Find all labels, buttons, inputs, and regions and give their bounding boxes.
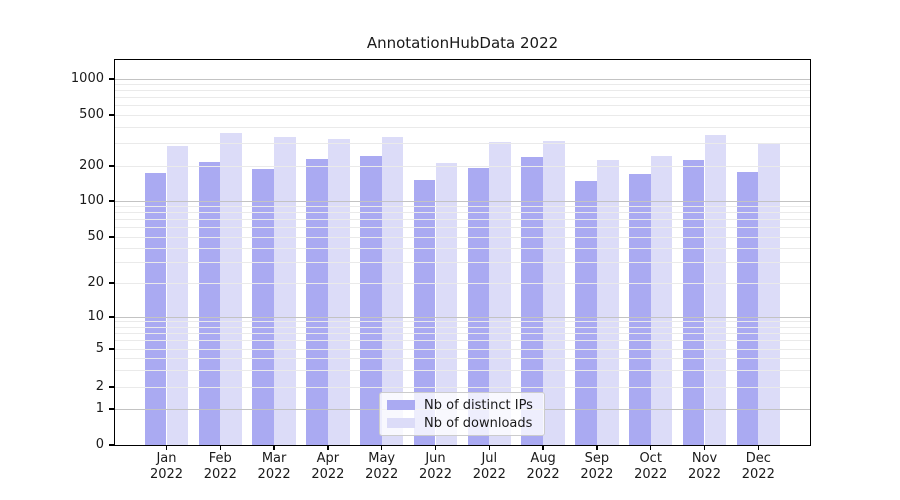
x-tick-mark bbox=[219, 445, 222, 450]
y-tick-mark bbox=[109, 386, 114, 388]
legend-label-downloads: Nb of downloads bbox=[424, 415, 533, 431]
x-tick-label: Mar 2022 bbox=[257, 451, 291, 482]
bar-downloads-jul bbox=[489, 141, 512, 445]
y-tick-label: 200 bbox=[79, 158, 104, 173]
x-tick-mark bbox=[165, 445, 168, 450]
y-tick-label: 20 bbox=[87, 275, 104, 290]
x-tick-label: Sep 2022 bbox=[580, 451, 614, 482]
x-tick-mark bbox=[649, 445, 652, 450]
legend-item-distinct-ips: Nb of distinct IPs bbox=[387, 398, 544, 413]
y-tick-mark bbox=[109, 200, 114, 202]
x-tick-label: Apr 2022 bbox=[311, 451, 345, 482]
x-tick-mark bbox=[327, 445, 329, 450]
y-tick-mark bbox=[109, 282, 114, 284]
bar-downloads-apr bbox=[327, 138, 350, 445]
y-tick-label: 100 bbox=[79, 193, 104, 208]
y-tick-label: 0 bbox=[95, 437, 104, 452]
y-tick-mark bbox=[109, 316, 114, 318]
bar-downloads-oct bbox=[650, 155, 673, 445]
bar-downloads-aug bbox=[543, 140, 565, 445]
bar-distinct-ips-sep bbox=[575, 180, 597, 445]
x-tick-mark bbox=[542, 445, 544, 450]
y-tick-mark bbox=[109, 444, 114, 446]
y-tick-mark bbox=[109, 114, 114, 116]
chart-title: AnnotationHubData 2022 bbox=[366, 34, 559, 52]
x-tick-mark bbox=[380, 445, 383, 450]
x-tick-mark bbox=[703, 445, 706, 450]
y-tick-label: 5 bbox=[95, 341, 104, 356]
x-tick-label: Dec 2022 bbox=[741, 451, 775, 482]
legend-swatch-distinct-ips bbox=[387, 400, 415, 410]
x-tick-label: May 2022 bbox=[365, 451, 399, 482]
y-tick-mark bbox=[109, 348, 114, 350]
bar-downloads-sep bbox=[596, 159, 619, 445]
y-tick-mark bbox=[109, 408, 114, 410]
x-tick-label: Jul 2022 bbox=[472, 451, 506, 482]
x-tick-label: Jun 2022 bbox=[418, 451, 453, 482]
legend-label-distinct-ips: Nb of distinct IPs bbox=[424, 397, 533, 413]
bar-downloads-jun bbox=[435, 162, 458, 445]
x-tick-mark bbox=[488, 445, 491, 450]
bar-downloads-feb bbox=[220, 133, 243, 445]
x-tick-mark bbox=[273, 445, 275, 450]
bar-distinct-ips-jun bbox=[413, 180, 436, 445]
bar-downloads-mar bbox=[274, 137, 296, 445]
x-tick-label: Feb 2022 bbox=[203, 451, 237, 482]
bar-distinct-ips-oct bbox=[628, 173, 651, 445]
y-tick-mark bbox=[109, 78, 114, 80]
x-tick-label: Nov 2022 bbox=[687, 451, 722, 482]
x-tick-label: Oct 2022 bbox=[634, 451, 668, 482]
y-tick-label: 10 bbox=[87, 309, 104, 324]
bar-distinct-ips-feb bbox=[198, 161, 221, 445]
bar-downloads-dec bbox=[758, 143, 781, 445]
bar-distinct-ips-mar bbox=[252, 168, 275, 445]
bar-distinct-ips-jan bbox=[144, 173, 167, 445]
y-tick-label: 1000 bbox=[70, 71, 104, 86]
x-tick-mark bbox=[596, 445, 598, 450]
bar-distinct-ips-apr bbox=[306, 159, 328, 445]
bar-downloads-jan bbox=[166, 145, 189, 445]
bar-downloads-may bbox=[381, 137, 404, 445]
bar-distinct-ips-may bbox=[359, 155, 382, 445]
bar-distinct-ips-aug bbox=[521, 157, 544, 445]
x-tick-mark bbox=[434, 445, 437, 450]
x-tick-mark bbox=[757, 445, 760, 450]
y-tick-label: 1 bbox=[95, 401, 104, 416]
y-tick-mark bbox=[109, 165, 114, 167]
bars-layer bbox=[115, 60, 810, 445]
bar-distinct-ips-dec bbox=[736, 171, 759, 445]
legend: Nb of distinct IPs Nb of downloads bbox=[379, 392, 545, 436]
bar-downloads-nov bbox=[704, 134, 727, 445]
x-tick-label: Aug 2022 bbox=[526, 451, 560, 482]
y-tick-label: 50 bbox=[87, 229, 104, 244]
y-tick-mark bbox=[109, 236, 114, 238]
bar-distinct-ips-nov bbox=[682, 160, 705, 445]
y-tick-label: 500 bbox=[79, 107, 104, 122]
y-tick-label: 2 bbox=[95, 379, 104, 394]
legend-swatch-downloads bbox=[387, 418, 415, 428]
plot-area bbox=[114, 59, 811, 446]
legend-item-downloads: Nb of downloads bbox=[387, 416, 544, 431]
x-tick-label: Jan 2022 bbox=[149, 451, 184, 482]
